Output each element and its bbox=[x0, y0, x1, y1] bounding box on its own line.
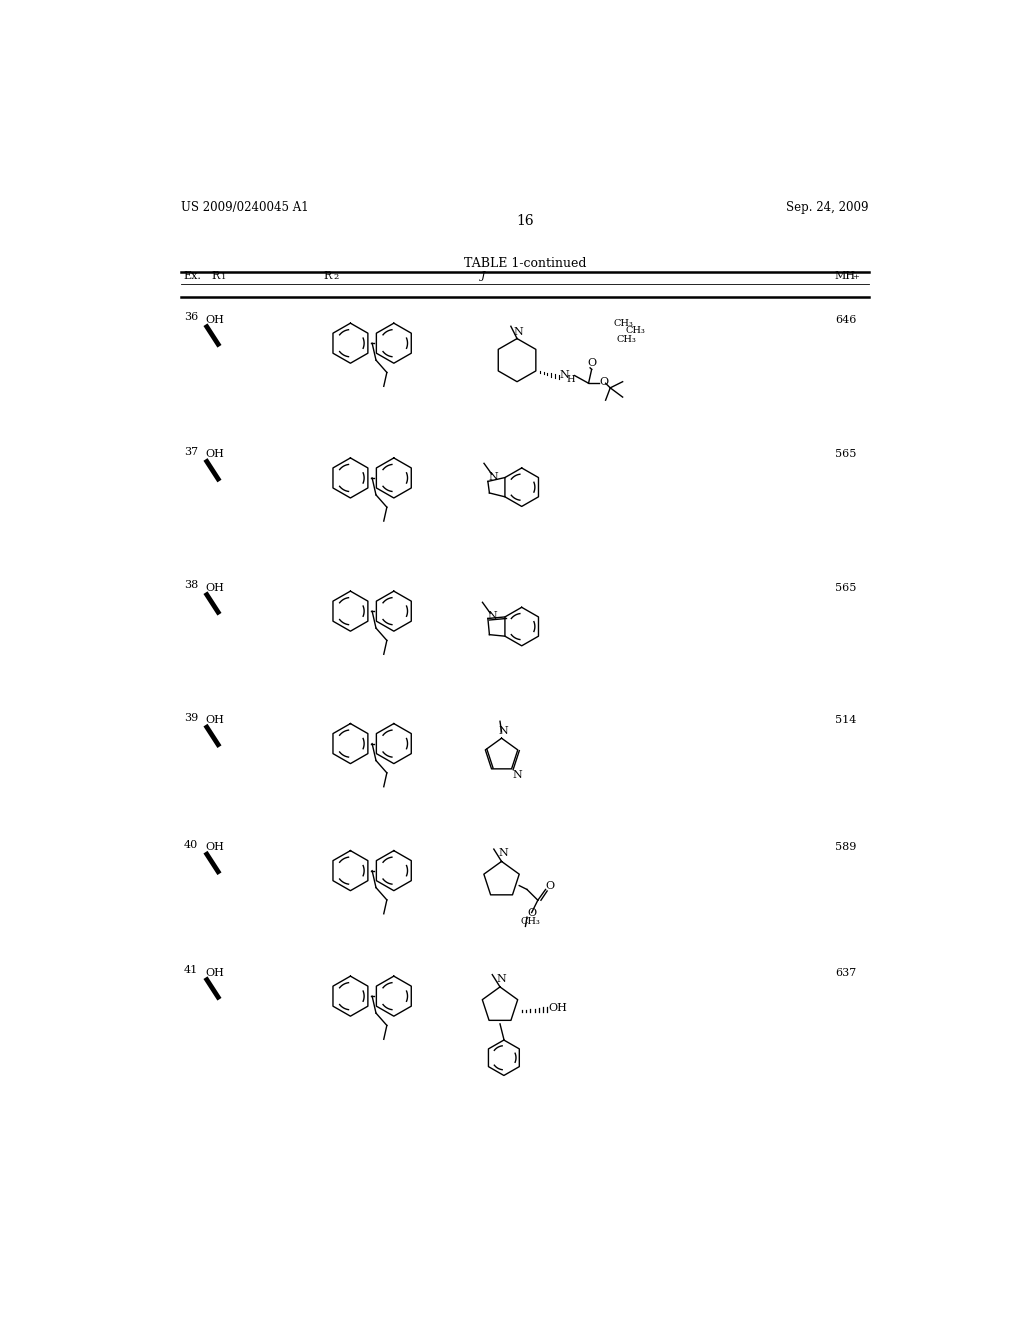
Text: N: N bbox=[499, 726, 508, 737]
Text: N: N bbox=[513, 327, 523, 337]
Text: R: R bbox=[211, 271, 219, 281]
Text: N: N bbox=[560, 370, 569, 380]
Text: 565: 565 bbox=[835, 582, 856, 593]
Text: N: N bbox=[487, 611, 497, 622]
Text: TABLE 1-continued: TABLE 1-continued bbox=[464, 257, 586, 271]
Text: J: J bbox=[480, 271, 485, 281]
Text: OH: OH bbox=[206, 582, 224, 593]
Text: N: N bbox=[488, 473, 499, 482]
Text: OH: OH bbox=[206, 968, 224, 978]
Text: OH: OH bbox=[549, 1003, 567, 1012]
Text: N: N bbox=[499, 849, 508, 858]
Text: Ex.: Ex. bbox=[183, 271, 202, 281]
Text: CH₃: CH₃ bbox=[626, 326, 645, 335]
Text: MH: MH bbox=[835, 271, 856, 281]
Text: 589: 589 bbox=[835, 842, 856, 853]
Text: H: H bbox=[566, 375, 574, 384]
Text: CH₃: CH₃ bbox=[521, 917, 541, 925]
Text: 36: 36 bbox=[183, 313, 198, 322]
Text: 514: 514 bbox=[835, 715, 856, 725]
Text: 1: 1 bbox=[221, 273, 226, 281]
Text: O: O bbox=[599, 376, 608, 387]
Text: O: O bbox=[587, 358, 596, 368]
Text: CH₃: CH₃ bbox=[616, 335, 636, 345]
Text: O: O bbox=[546, 882, 555, 891]
Text: 40: 40 bbox=[183, 840, 198, 850]
Text: N: N bbox=[497, 974, 507, 983]
Text: OH: OH bbox=[206, 715, 224, 725]
Text: OH: OH bbox=[206, 314, 224, 325]
Text: US 2009/0240045 A1: US 2009/0240045 A1 bbox=[180, 201, 308, 214]
Text: +: + bbox=[852, 273, 859, 281]
Text: R: R bbox=[324, 271, 332, 281]
Text: Sep. 24, 2009: Sep. 24, 2009 bbox=[786, 201, 869, 214]
Text: 39: 39 bbox=[183, 713, 198, 723]
Text: 37: 37 bbox=[183, 447, 198, 457]
Text: 41: 41 bbox=[183, 965, 198, 975]
Text: 38: 38 bbox=[183, 581, 198, 590]
Text: CH₃: CH₃ bbox=[613, 318, 633, 327]
Text: 637: 637 bbox=[835, 968, 856, 978]
Text: OH: OH bbox=[206, 449, 224, 459]
Text: 646: 646 bbox=[835, 314, 856, 325]
Text: 2: 2 bbox=[334, 273, 339, 281]
Text: N: N bbox=[512, 770, 522, 780]
Text: 565: 565 bbox=[835, 449, 856, 459]
Text: O: O bbox=[527, 908, 537, 917]
Text: OH: OH bbox=[206, 842, 224, 853]
Text: 16: 16 bbox=[516, 214, 534, 228]
